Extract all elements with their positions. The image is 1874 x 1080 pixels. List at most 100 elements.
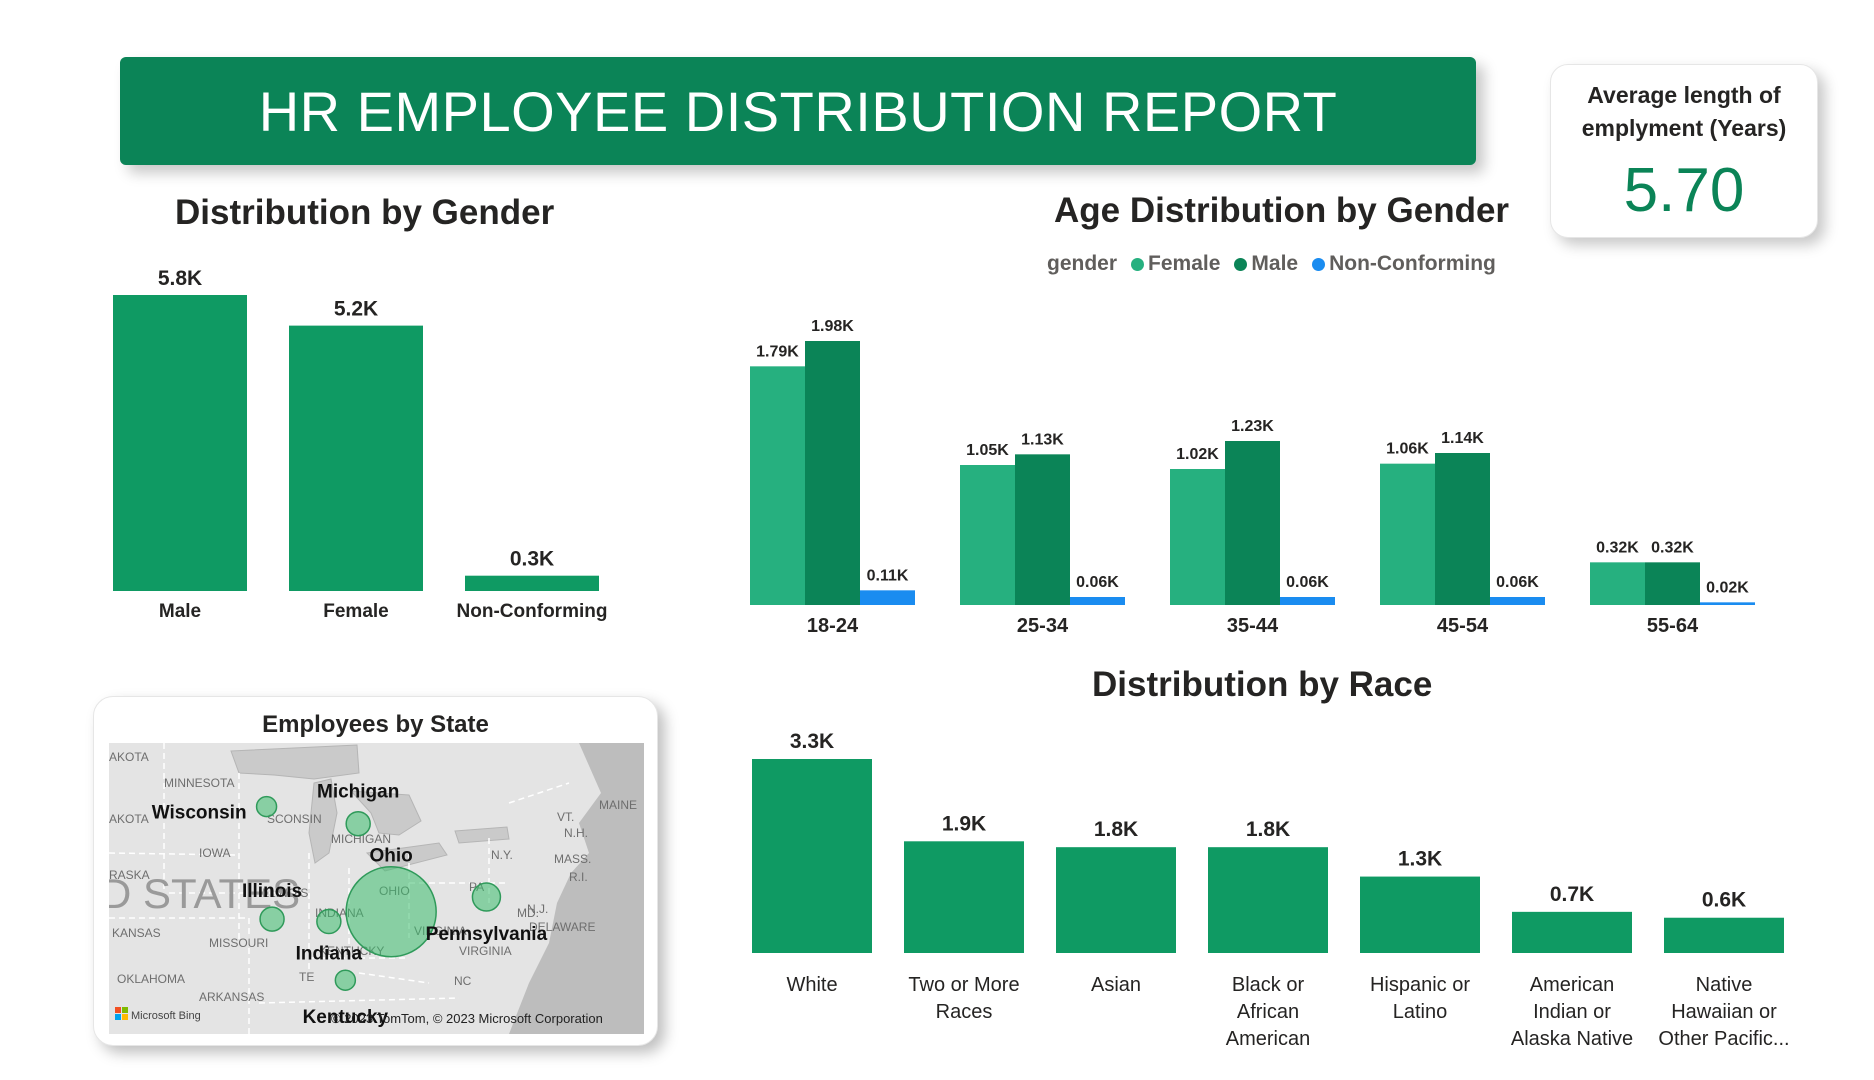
x-label-18-24: 18-24	[807, 615, 859, 637]
data-label-female: 5.2K	[334, 298, 378, 321]
bar-male[interactable]	[113, 295, 247, 591]
x-label-35-44: 35-44	[1227, 615, 1279, 637]
x-label-male: Male	[159, 601, 201, 622]
bar-non-conforming-25-34[interactable]	[1070, 597, 1125, 605]
base-label-17-maine: MAINE	[599, 798, 637, 812]
bar-male-35-44[interactable]	[1225, 441, 1280, 605]
kpi-value: 5.70	[1623, 156, 1745, 225]
data-label-female-18-24: 1.79K	[756, 343, 799, 360]
bar-american-indian-or-alaska-native[interactable]	[1512, 911, 1632, 953]
bar-male-45-54[interactable]	[1435, 453, 1490, 605]
report-header: HR EMPLOYEE DISTRIBUTION REPORT	[120, 57, 1476, 165]
legend-dot-male	[1234, 257, 1248, 271]
data-label-non-conforming-35-44: 0.06K	[1286, 574, 1329, 591]
data-label-female-45-54: 1.06K	[1386, 441, 1429, 458]
atlantic-ocean	[509, 743, 644, 1034]
bar-non-conforming-18-24[interactable]	[860, 590, 915, 605]
state-label-wisconsin: Wisconsin	[152, 803, 247, 824]
data-label-female-25-34: 1.05K	[966, 442, 1009, 459]
base-label-2-minnesota: MINNESOTA	[164, 776, 234, 790]
data-label-non-conforming-25-34: 0.06K	[1076, 574, 1119, 591]
state-border-13	[508, 782, 570, 804]
legend-label-male: Male	[1251, 252, 1299, 275]
bar-non-conforming-45-54[interactable]	[1490, 597, 1545, 605]
map-attribution: © 2023 TomTom, © 2023 Microsoft Corporat…	[331, 1011, 603, 1026]
state-label-michigan: Michigan	[317, 782, 399, 803]
bar-asian[interactable]	[1056, 847, 1176, 953]
state-bubble-ohio[interactable]	[345, 865, 437, 958]
base-label-18-vt: VT.	[557, 810, 574, 824]
race-bar-chart[interactable]: 3.3K White 1.9K Two or More Races 1.8K Asian 1.…	[740, 725, 1830, 1065]
data-label-non-conforming-45-54: 0.06K	[1496, 574, 1539, 591]
gender-bar-chart[interactable]: 5.8K Male 5.2K Female 0.3K Non-Conforming	[100, 255, 660, 635]
kpi-card-avg-employment[interactable]: Average length of emplyment (Years) 5.70	[1550, 64, 1818, 238]
lake-huron	[349, 790, 422, 836]
bar-two-or-more-races[interactable]	[904, 841, 1024, 953]
state-bubble-indiana[interactable]	[316, 908, 342, 935]
kpi-label: Average length of emplyment (Years)	[1581, 82, 1787, 141]
bar-black-or-african-american[interactable]	[1208, 847, 1328, 953]
base-label-25-delaware: DELAWARE	[529, 920, 595, 934]
lake-erie	[365, 842, 448, 872]
base-label-6-iowa: IOWA	[199, 846, 231, 860]
report-title: HR EMPLOYEE DISTRIBUTION REPORT	[258, 79, 1338, 143]
bar-male-18-24[interactable]	[805, 341, 860, 605]
bar-non-conforming[interactable]	[465, 575, 599, 591]
state-label-pennsylvania: Pennsylvania	[426, 924, 548, 945]
state-label-indiana: Indiana	[296, 944, 363, 965]
bar-female[interactable]	[289, 325, 423, 591]
data-label-american-indian-or-alaska-native: 0.7K	[1550, 883, 1594, 906]
bar-white[interactable]	[752, 759, 872, 953]
state-label-kentucky: Kentucky	[303, 1007, 389, 1028]
age-bar-chart[interactable]: 1.79K 1.98K 0.11K 18-24 1.05K 1.13K 0.06K 25-34…	[740, 295, 1800, 655]
x-label-american-indian-or-alaska-native-line1: American	[1530, 974, 1614, 996]
data-label-male: 5.8K	[158, 267, 202, 290]
bar-non-conforming-35-44[interactable]	[1280, 597, 1335, 605]
bar-non-conforming-55-64[interactable]	[1700, 602, 1755, 605]
bar-female-25-34[interactable]	[960, 465, 1015, 605]
bar-female-18-24[interactable]	[750, 366, 805, 605]
base-label-23-md: MD.	[517, 906, 539, 920]
base-label-26-oklahoma: OKLAHOMA	[117, 972, 185, 986]
state-map[interactable]: AKOTA MINNESOTA AKOTA SCONSIN MICHIGAN IOWA RA…	[109, 743, 644, 1034]
x-label-white-line1: White	[786, 974, 837, 996]
data-label-white: 3.3K	[790, 730, 834, 753]
map-title: Employees by State	[262, 711, 489, 738]
legend-item-female[interactable]: Female	[1131, 252, 1220, 276]
base-label-21-mass: MASS.	[554, 852, 591, 866]
bar-female-35-44[interactable]	[1170, 469, 1225, 605]
state-bubble-wisconsin[interactable]	[255, 795, 278, 818]
bar-hispanic-or-latino[interactable]	[1360, 876, 1480, 953]
state-bubble-pennsylvania[interactable]	[471, 882, 502, 912]
map-canvas[interactable]: AKOTA MINNESOTA AKOTA SCONSIN MICHIGAN IOWA RA…	[109, 743, 644, 1034]
base-label-16-virginia: VIRGINIA	[459, 944, 512, 958]
lake-michigan	[308, 778, 338, 864]
bar-male-55-64[interactable]	[1645, 562, 1700, 605]
x-label-hispanic-or-latino-line2: Latino	[1393, 1001, 1448, 1023]
state-bubble-illinois[interactable]	[259, 906, 285, 932]
lake-ontario	[454, 826, 510, 844]
data-label-male-25-34: 1.13K	[1021, 431, 1064, 448]
state-bubble-michigan[interactable]	[345, 810, 371, 837]
race-chart-title: Distribution by Race	[1092, 665, 1433, 704]
bar-female-55-64[interactable]	[1590, 562, 1645, 605]
base-label-20-n-y: N.Y.	[491, 848, 513, 862]
microsoft-logo-icon	[115, 1007, 128, 1020]
data-label-male-35-44: 1.23K	[1231, 418, 1274, 435]
base-label-1-akota: AKOTA	[109, 750, 149, 764]
base-label-27-arkansas: ARKANSAS	[199, 990, 264, 1004]
data-label-male-18-24: 1.98K	[811, 318, 854, 335]
employees-by-state-card: Employees by State AKOTA MINNESOTA AKOTA SC…	[93, 696, 658, 1046]
base-label-29-nc: NC	[454, 974, 472, 988]
base-label-8-illinois: ILLINOIS	[259, 886, 308, 900]
data-label-two-or-more-races: 1.9K	[942, 812, 986, 835]
bar-male-25-34[interactable]	[1015, 454, 1070, 605]
state-bubble-kentucky[interactable]	[334, 969, 357, 991]
bar-female-45-54[interactable]	[1380, 463, 1435, 605]
bar-native-hawaiian-or-other-pacific[interactable]	[1664, 917, 1784, 953]
legend-item-non-conforming[interactable]: Non-Conforming	[1312, 252, 1496, 276]
x-label-native-hawaiian-or-other-pacific-line1: Native	[1696, 974, 1753, 996]
state-label-illinois: Illinois	[242, 881, 302, 902]
legend-item-male[interactable]: Male	[1234, 252, 1298, 276]
base-label-3-akota: AKOTA	[109, 812, 149, 826]
